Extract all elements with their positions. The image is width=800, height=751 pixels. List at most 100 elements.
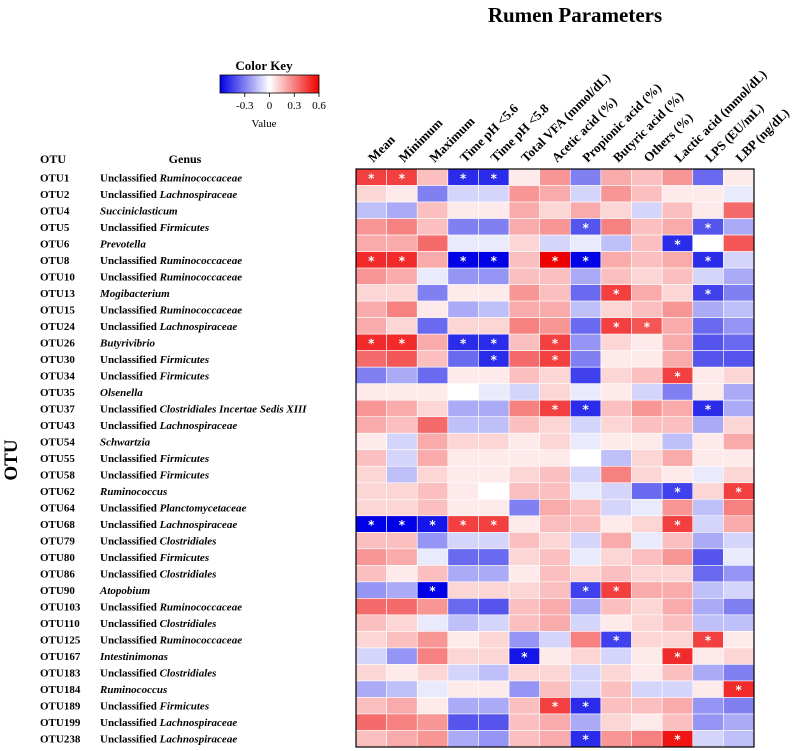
heatmap-cell bbox=[508, 532, 540, 550]
heatmap-cell bbox=[447, 449, 479, 467]
heatmap-cell bbox=[631, 581, 663, 599]
heatmap-cell bbox=[416, 631, 449, 649]
heatmap-cell bbox=[478, 317, 510, 335]
heatmap-cell bbox=[692, 730, 724, 748]
heatmap-cell bbox=[355, 300, 387, 318]
heatmap-cell bbox=[600, 218, 632, 236]
heatmap-cell bbox=[447, 350, 479, 368]
heatmap-cell bbox=[570, 284, 602, 302]
heatmap-cell bbox=[355, 432, 387, 451]
heatmap-cell bbox=[600, 300, 632, 318]
heatmap-cell bbox=[600, 449, 632, 467]
heatmap-cell bbox=[416, 218, 449, 236]
row-otu-label: OTU37 bbox=[40, 403, 75, 415]
heatmap-cell bbox=[447, 647, 479, 665]
heatmap-cell bbox=[723, 565, 755, 583]
row-genus-label: Unclassified Clostridiales bbox=[100, 569, 216, 581]
significance-star: * bbox=[368, 336, 375, 350]
heatmap-cell bbox=[508, 168, 540, 186]
row-otu-label: OTU90 bbox=[40, 585, 75, 597]
heatmap-cell bbox=[661, 300, 694, 318]
heatmap-cell bbox=[723, 399, 755, 418]
heatmap-cell bbox=[508, 713, 540, 731]
heatmap-cell bbox=[447, 565, 479, 583]
heatmap-cell bbox=[416, 399, 449, 418]
heatmap-cell bbox=[355, 598, 387, 616]
heatmap-cell bbox=[692, 416, 724, 434]
color-key-legend: Color Key -0.3 0 0.3 0.6 Value bbox=[219, 58, 326, 130]
heatmap-cell bbox=[447, 465, 479, 484]
significance-star: * bbox=[368, 171, 375, 185]
heatmap-cell bbox=[447, 482, 479, 500]
row-genus-label: Unclassified Clostridiales Incertae Sedi… bbox=[100, 403, 307, 415]
row-otu-label: OTU24 bbox=[40, 321, 75, 333]
row-otu-label: OTU86 bbox=[40, 569, 75, 581]
heatmap-cell bbox=[355, 267, 387, 285]
heatmap-cell bbox=[447, 185, 479, 203]
heatmap-cell bbox=[661, 201, 694, 219]
heatmap-cell bbox=[508, 432, 540, 451]
heatmap-cell bbox=[600, 465, 632, 484]
heatmap-cell bbox=[692, 697, 724, 715]
row-otu-label: OTU167 bbox=[40, 651, 81, 663]
row-otu-label: OTU15 bbox=[40, 304, 75, 316]
heatmap-cell bbox=[447, 532, 479, 550]
heatmap-cell bbox=[661, 581, 694, 599]
row-genus-label: Schwartzia bbox=[100, 436, 151, 448]
heatmap-cell bbox=[416, 350, 449, 368]
row-otu-label: OTU6 bbox=[40, 238, 70, 250]
row-genus-label: Unclassified Firmicutes bbox=[100, 370, 209, 382]
heatmap-cell bbox=[447, 730, 479, 748]
heatmap-cell bbox=[355, 482, 387, 500]
heatmap-cell bbox=[539, 713, 571, 731]
heatmap-cell bbox=[600, 565, 632, 583]
heatmap-cell bbox=[539, 432, 571, 451]
heatmap-cell bbox=[539, 218, 571, 236]
heatmap-cell bbox=[600, 598, 632, 616]
heatmap-cell bbox=[631, 432, 663, 451]
heatmap-cell bbox=[600, 432, 632, 451]
heatmap-cell bbox=[570, 317, 602, 335]
heatmap-cell bbox=[661, 333, 694, 351]
heatmap-cell bbox=[723, 416, 755, 434]
heatmap-cell bbox=[355, 234, 387, 252]
significance-star: * bbox=[399, 518, 406, 532]
row-axis-label: OTU bbox=[1, 439, 22, 480]
heatmap-cell bbox=[570, 432, 602, 451]
heatmap-cell bbox=[478, 432, 510, 451]
heatmap-cell bbox=[416, 383, 449, 401]
heatmap-cell bbox=[416, 449, 449, 467]
heatmap-cell bbox=[692, 565, 724, 583]
heatmap-cell bbox=[539, 465, 571, 484]
row-genus-label: Unclassified Ruminococcaceae bbox=[100, 271, 242, 283]
heatmap-cell bbox=[661, 548, 694, 566]
heatmap-cell bbox=[355, 614, 387, 632]
heatmap-cell bbox=[539, 647, 571, 665]
heatmap-cell bbox=[692, 498, 724, 517]
heatmap-cell bbox=[508, 185, 540, 203]
significance-star: * bbox=[368, 518, 375, 532]
heatmap-cell bbox=[416, 300, 449, 318]
significance-star: * bbox=[429, 584, 436, 598]
heatmap-cell bbox=[386, 482, 418, 500]
heatmap-cell bbox=[570, 366, 602, 384]
heatmap-cell bbox=[661, 465, 694, 484]
heatmap-cell bbox=[508, 366, 540, 384]
heatmap-cell bbox=[723, 284, 755, 302]
heatmap-cell bbox=[692, 168, 724, 186]
color-key-bar bbox=[219, 74, 320, 94]
heatmap-cell bbox=[539, 664, 571, 682]
heatmap-cell bbox=[631, 333, 663, 351]
heatmap-cell bbox=[416, 565, 449, 583]
heatmap-cell bbox=[661, 680, 694, 698]
significance-star: * bbox=[460, 171, 467, 185]
heatmap-cell bbox=[631, 366, 663, 384]
heatmap-cell bbox=[386, 399, 418, 418]
heatmap-cell bbox=[539, 614, 571, 632]
heatmap-cell bbox=[478, 631, 510, 649]
heatmap-cell bbox=[570, 565, 602, 583]
heatmap-cell bbox=[692, 366, 724, 384]
heatmap-cell bbox=[723, 383, 755, 401]
heatmap-cell bbox=[508, 565, 540, 583]
heatmap-cell bbox=[692, 598, 724, 616]
